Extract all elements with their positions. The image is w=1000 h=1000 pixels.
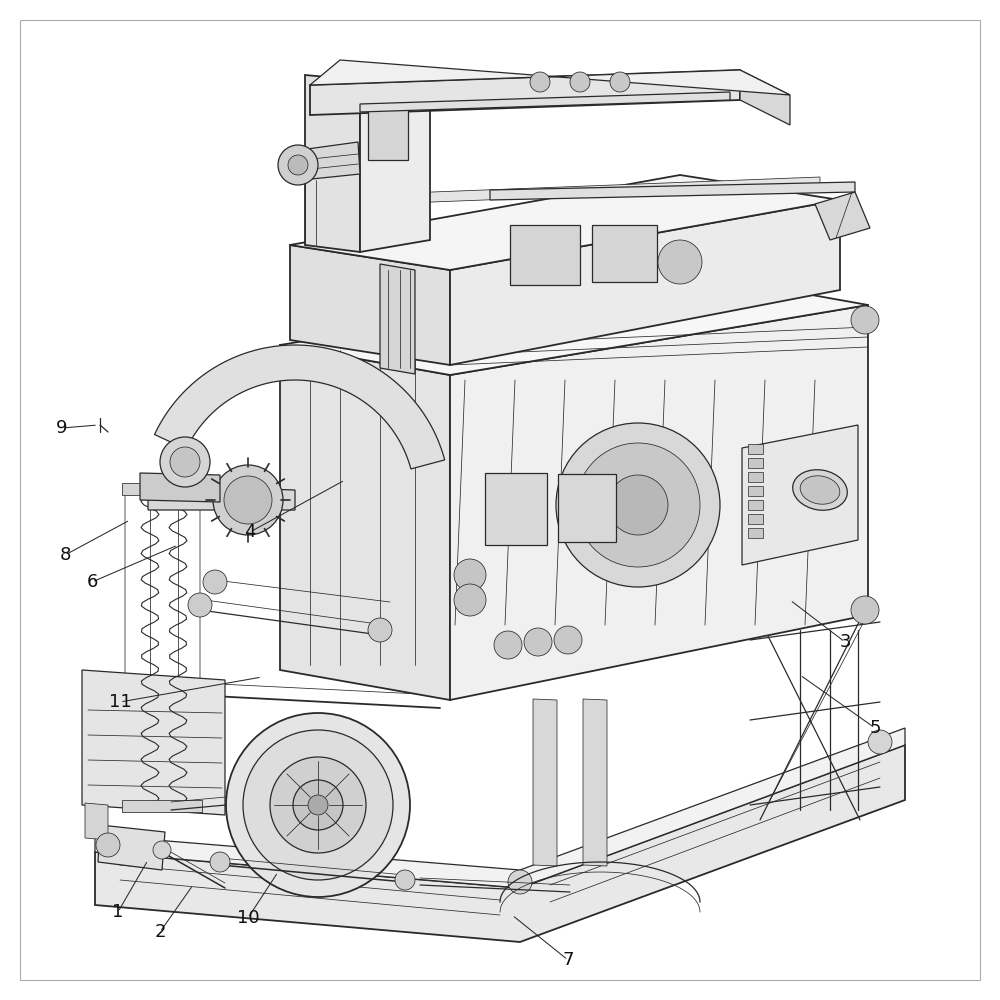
Circle shape [293,780,343,830]
Polygon shape [310,60,790,95]
Circle shape [203,570,227,594]
Circle shape [170,447,200,477]
Circle shape [851,596,879,624]
Polygon shape [380,264,415,374]
Text: 10: 10 [237,909,259,927]
Circle shape [98,833,122,857]
Bar [485,473,547,545]
Polygon shape [490,182,855,200]
Circle shape [213,465,283,535]
Circle shape [570,72,590,92]
Circle shape [554,626,582,654]
Polygon shape [355,177,820,205]
Circle shape [494,631,522,659]
Polygon shape [290,245,450,365]
Circle shape [576,443,700,567]
Bar [122,800,202,812]
Circle shape [224,476,272,524]
Circle shape [270,757,366,853]
Bar [748,486,763,496]
Circle shape [308,795,328,815]
Polygon shape [155,345,445,469]
Text: 6: 6 [86,573,98,591]
Polygon shape [98,825,165,870]
Text: 5: 5 [869,719,881,737]
Ellipse shape [793,470,847,510]
Bar [748,472,763,482]
Polygon shape [82,670,225,815]
Bar [748,458,763,468]
Bar [510,225,580,285]
Circle shape [153,841,171,859]
Circle shape [508,870,532,894]
Circle shape [454,584,486,616]
Circle shape [368,618,392,642]
Polygon shape [533,699,557,866]
Polygon shape [360,70,430,252]
Circle shape [395,870,415,890]
Text: 1: 1 [112,903,124,921]
Polygon shape [305,75,360,252]
Polygon shape [280,345,450,700]
Polygon shape [740,70,790,125]
Circle shape [610,72,630,92]
Text: 11: 11 [109,693,131,711]
Polygon shape [300,142,360,180]
Circle shape [851,306,879,334]
Polygon shape [450,200,840,365]
Circle shape [96,833,120,857]
Text: 3: 3 [839,633,851,651]
Bar [748,500,763,510]
Circle shape [226,713,410,897]
Circle shape [530,72,550,92]
Circle shape [454,559,486,591]
Circle shape [210,852,230,872]
Circle shape [243,730,393,880]
Text: 4: 4 [244,523,256,541]
Circle shape [524,628,552,656]
Polygon shape [148,485,295,510]
Polygon shape [360,92,730,112]
Circle shape [288,155,308,175]
Polygon shape [815,192,870,240]
Polygon shape [583,699,607,866]
Polygon shape [280,275,868,375]
Circle shape [188,593,212,617]
Polygon shape [95,728,905,888]
Bar [122,483,202,495]
Polygon shape [450,305,868,700]
Polygon shape [95,745,905,942]
Bar [558,474,616,542]
Circle shape [278,145,318,185]
Circle shape [608,475,668,535]
Polygon shape [140,473,220,502]
Text: 2: 2 [154,923,166,941]
Text: 8: 8 [59,546,71,564]
Bar [748,528,763,538]
Circle shape [160,437,210,487]
Bar [748,514,763,524]
Text: 7: 7 [562,951,574,969]
Bar [592,225,657,282]
Circle shape [556,423,720,587]
Polygon shape [742,425,858,565]
Polygon shape [310,70,740,115]
Polygon shape [85,803,108,840]
Text: 9: 9 [56,419,68,437]
Bar [368,105,408,160]
Bar [748,444,763,454]
Circle shape [658,240,702,284]
Polygon shape [290,175,840,270]
Circle shape [868,730,892,754]
Ellipse shape [800,476,840,504]
